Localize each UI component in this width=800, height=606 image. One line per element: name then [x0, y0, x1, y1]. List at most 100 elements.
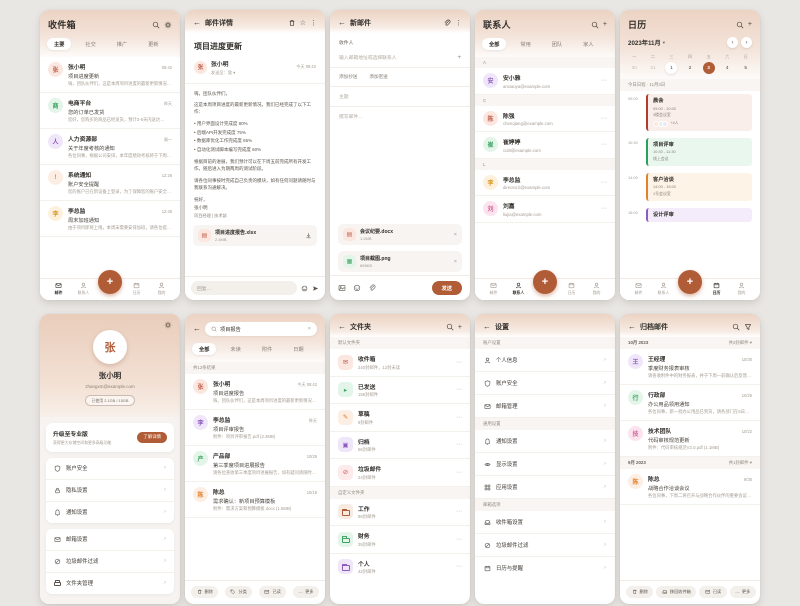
- more-horizontal-icon[interactable]: ⋯: [601, 142, 607, 149]
- event-card[interactable]: 晨会 09:00 - 10:00 3楼会议室 +4人: [646, 94, 752, 131]
- tab-social[interactable]: 社交: [85, 41, 96, 48]
- email-row[interactable]: 张 张小明 09:42 项目进度更新 嗨，团队伙伴们，这是本周项目进度的最新更新情…: [40, 57, 180, 93]
- folder-row[interactable]: ✎ 草稿 8封邮件 ⋯: [330, 404, 470, 432]
- settings-gear-icon[interactable]: [164, 321, 172, 329]
- paperclip-icon[interactable]: [443, 19, 451, 27]
- nav-mail[interactable]: 邮件: [626, 282, 651, 297]
- more-chip[interactable]: ⋯ 更多: [292, 586, 319, 598]
- nav-contacts[interactable]: 联系人: [651, 282, 676, 297]
- more-vertical-icon[interactable]: ⋮: [310, 19, 317, 27]
- email-row[interactable]: 技 技术团队 10/22 代码审核规范更新 附件：代码审核规范V2.0.pdf (…: [620, 421, 760, 457]
- send-icon[interactable]: [312, 285, 319, 292]
- search-icon[interactable]: [732, 323, 740, 331]
- result-row[interactable]: 产 产品部 10/25 第三季度项目进展报告 请各位查收第三季度项目进展报告，如有…: [185, 446, 325, 482]
- day-cell[interactable]: 2: [688, 65, 692, 71]
- menu-item-account-security[interactable]: 账户安全 ›: [46, 458, 174, 480]
- contact-row[interactable]: 陈 陈强 chenqiang@example.com ⋯: [475, 106, 615, 132]
- tab-frequent[interactable]: 常用: [520, 41, 531, 48]
- download-icon[interactable]: [305, 232, 312, 239]
- reply-input[interactable]: 回复…: [191, 281, 297, 295]
- more-horizontal-icon[interactable]: ⋯: [601, 78, 607, 85]
- more-horizontal-icon[interactable]: ⋯: [601, 115, 607, 122]
- group-count[interactable]: 共3封邮件 ▾: [728, 340, 752, 345]
- folder-row[interactable]: ▣ 归档 56封邮件 ⋯: [330, 432, 470, 459]
- day-cell[interactable]: 30: [631, 65, 637, 71]
- menu-item-notifications[interactable]: 通知设置 ›: [46, 502, 174, 523]
- day-cell[interactable]: 1: [662, 61, 681, 79]
- nav-contacts[interactable]: 联系人: [506, 282, 531, 297]
- nav-profile[interactable]: 我的: [584, 282, 609, 297]
- search-input[interactable]: 项目报告 ×: [205, 322, 317, 336]
- move-to-inbox-chip[interactable]: 移回收件箱: [656, 586, 697, 598]
- to-field[interactable]: 输入邮箱地址或选择联系人 +: [330, 48, 470, 68]
- add-event-icon[interactable]: +: [747, 21, 752, 28]
- more-horizontal-icon[interactable]: ⋯: [456, 509, 462, 516]
- folder-row[interactable]: 财务 35封邮件 ⋯: [330, 526, 470, 554]
- nav-profile[interactable]: 我的: [729, 282, 754, 297]
- menu-item-folder-management[interactable]: 文件夹管理 ›: [46, 573, 174, 594]
- event-card[interactable]: 设计评审: [646, 207, 752, 222]
- more-horizontal-icon[interactable]: ⋯: [601, 206, 607, 213]
- add-folder-icon[interactable]: +: [457, 323, 462, 331]
- more-horizontal-icon[interactable]: ⋯: [456, 442, 462, 449]
- group-count[interactable]: 共1封邮件 ▾: [728, 460, 752, 465]
- nav-profile[interactable]: 我的: [149, 282, 174, 297]
- folder-row[interactable]: 个人 42封邮件 ⋯: [330, 554, 470, 581]
- attach-file-icon[interactable]: [368, 284, 376, 292]
- contact-row[interactable]: 李 李总监 director.li@example.com ⋯: [475, 170, 615, 196]
- email-row[interactable]: 陈 陈总 9/30 战略合作洽谈会议 各位同事，下周二将召开与战略合作伙伴的重要会…: [620, 469, 760, 505]
- settings-gear-icon[interactable]: [164, 21, 172, 29]
- search-icon[interactable]: [152, 21, 160, 29]
- settings-item-app[interactable]: 应用设置 ›: [475, 476, 615, 499]
- folder-row[interactable]: ⊘ 垃圾邮件 24封邮件 ⋯: [330, 459, 470, 487]
- folder-row[interactable]: ▸ 已发送 156封邮件 ⋯: [330, 377, 470, 404]
- recipient-line[interactable]: 发送至：我 ▾: [211, 69, 236, 75]
- settings-item-display[interactable]: 显示设置 ›: [475, 453, 615, 476]
- delete-chip[interactable]: 删除: [191, 586, 219, 598]
- nav-calendar[interactable]: 日历: [559, 282, 584, 297]
- add-cc-link[interactable]: 添加抄送: [339, 74, 358, 79]
- send-button[interactable]: 发送: [431, 281, 462, 295]
- more-vertical-icon[interactable]: ⋮: [455, 19, 462, 27]
- contact-row[interactable]: 崔 崔婷婷 cuitt@example.com ⋯: [475, 132, 615, 159]
- contact-row[interactable]: 刘 刘嘉 liujia@example.com ⋯: [475, 196, 615, 223]
- more-chip[interactable]: ⋯ 更多: [729, 586, 756, 598]
- event-card[interactable]: 客户洽谈 14:00 - 15:00 1号会议室: [646, 172, 752, 201]
- mark-read-chip[interactable]: 已读: [258, 586, 287, 598]
- tab-promotions[interactable]: 推广: [116, 41, 128, 48]
- more-horizontal-icon[interactable]: ⋯: [456, 414, 462, 421]
- clear-search-icon[interactable]: ×: [307, 326, 311, 332]
- more-horizontal-icon[interactable]: ⋯: [456, 469, 462, 476]
- folder-row[interactable]: ✉ 收件箱 240封邮件，12封未读 ⋯: [330, 349, 470, 377]
- nav-mail[interactable]: 邮件: [46, 282, 71, 297]
- nav-calendar[interactable]: 日历: [124, 282, 149, 297]
- compose-fab[interactable]: +: [98, 270, 122, 294]
- email-row[interactable]: ! 系统通知 12:26 账户安全提醒 您的账户已在新设备上登录，为了保障您的账户…: [40, 165, 180, 201]
- tab-attachments[interactable]: 附件: [261, 346, 273, 353]
- settings-item-personal-info[interactable]: 个人信息 ›: [475, 349, 615, 372]
- add-bcc-link[interactable]: 添加密送: [369, 74, 388, 79]
- menu-item-mail-settings[interactable]: 邮箱设置 ›: [46, 529, 174, 551]
- back-icon[interactable]: ←: [193, 324, 201, 333]
- email-row[interactable]: 商 电商平台 昨天 您的订单已发货 您好，您购买的商品已经发货，预计3-5天内送达…: [40, 93, 180, 129]
- month-label[interactable]: 2023年11月: [628, 40, 661, 47]
- email-row[interactable]: 李 李总监 12:48 周末加班通知 由于项目即将上线，本周末需要安排加班，请各位…: [40, 201, 180, 237]
- back-icon[interactable]: ←: [338, 322, 346, 331]
- compose-fab[interactable]: +: [678, 270, 702, 294]
- tab-updates[interactable]: 更新: [148, 41, 159, 48]
- result-row[interactable]: 李 李总监 昨天 项目评审报告 附件：项目评审报告.pdf (2.3MB): [185, 410, 325, 446]
- mark-read-chip[interactable]: 已读: [699, 586, 727, 598]
- event-card[interactable]: 项目评审 10:30 - 11:30 线上会议: [646, 137, 752, 166]
- email-row[interactable]: 人 人力资源部 周一 关于年度考核的通知 各位同事，根据公司安排，本年度绩效考核将…: [40, 129, 180, 165]
- settings-item-account-security[interactable]: 账户安全 ›: [475, 372, 615, 395]
- delete-chip[interactable]: 删除: [626, 586, 654, 598]
- day-cell[interactable]: 4: [725, 65, 729, 71]
- tab-all[interactable]: 全部: [482, 38, 507, 50]
- back-icon[interactable]: ←: [483, 322, 491, 331]
- email-row[interactable]: 行 行政部 10/25 办公用品领用通知 各位同事，新一批办公用品已到货，请各部门…: [620, 385, 760, 421]
- menu-item-privacy[interactable]: 隐私设置 ›: [46, 480, 174, 502]
- back-icon[interactable]: ←: [193, 18, 201, 27]
- settings-item-inbox[interactable]: 收件箱设置 ›: [475, 511, 615, 534]
- more-horizontal-icon[interactable]: ⋯: [456, 536, 462, 543]
- emoji-icon[interactable]: [301, 285, 308, 292]
